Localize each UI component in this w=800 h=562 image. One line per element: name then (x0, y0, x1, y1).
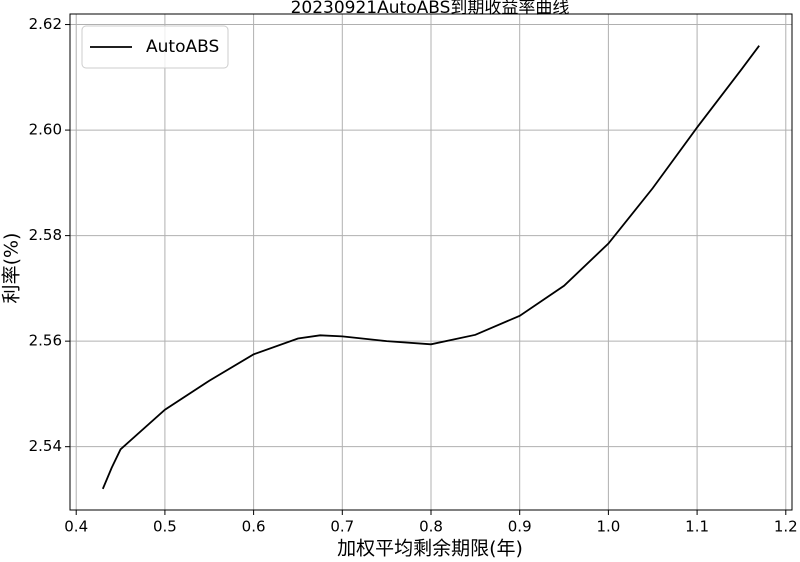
x-tick-label: 1.2 (774, 518, 798, 536)
x-tick-label: 0.8 (419, 518, 443, 536)
x-tick-label: 1.1 (685, 518, 709, 536)
legend-label: AutoABS (146, 37, 219, 57)
y-axis-label: 利率(%) (1, 233, 23, 304)
x-tick-label: 0.7 (330, 518, 354, 536)
x-tick-label: 0.4 (64, 518, 88, 536)
y-tick-label: 2.62 (29, 15, 62, 33)
y-tick-label: 2.60 (29, 121, 62, 139)
legend-box (81, 25, 229, 69)
x-tick-label: 1.0 (596, 518, 620, 536)
x-axis-label: 加权平均剩余期限(年) (337, 538, 523, 560)
x-tick-label: 0.6 (242, 518, 266, 536)
chart-title: 20230921AutoABS到期收益率曲线 (291, 0, 570, 18)
x-tick-label: 0.5 (153, 518, 177, 536)
y-tick-label: 2.58 (29, 226, 62, 244)
y-tick-label: 2.56 (29, 332, 62, 350)
line-series (101, 45, 760, 490)
x-tick-label: 0.9 (508, 518, 532, 536)
legend: AutoABS (81, 25, 229, 69)
plot-frame (69, 13, 793, 511)
y-tick-label: 2.54 (29, 437, 62, 455)
